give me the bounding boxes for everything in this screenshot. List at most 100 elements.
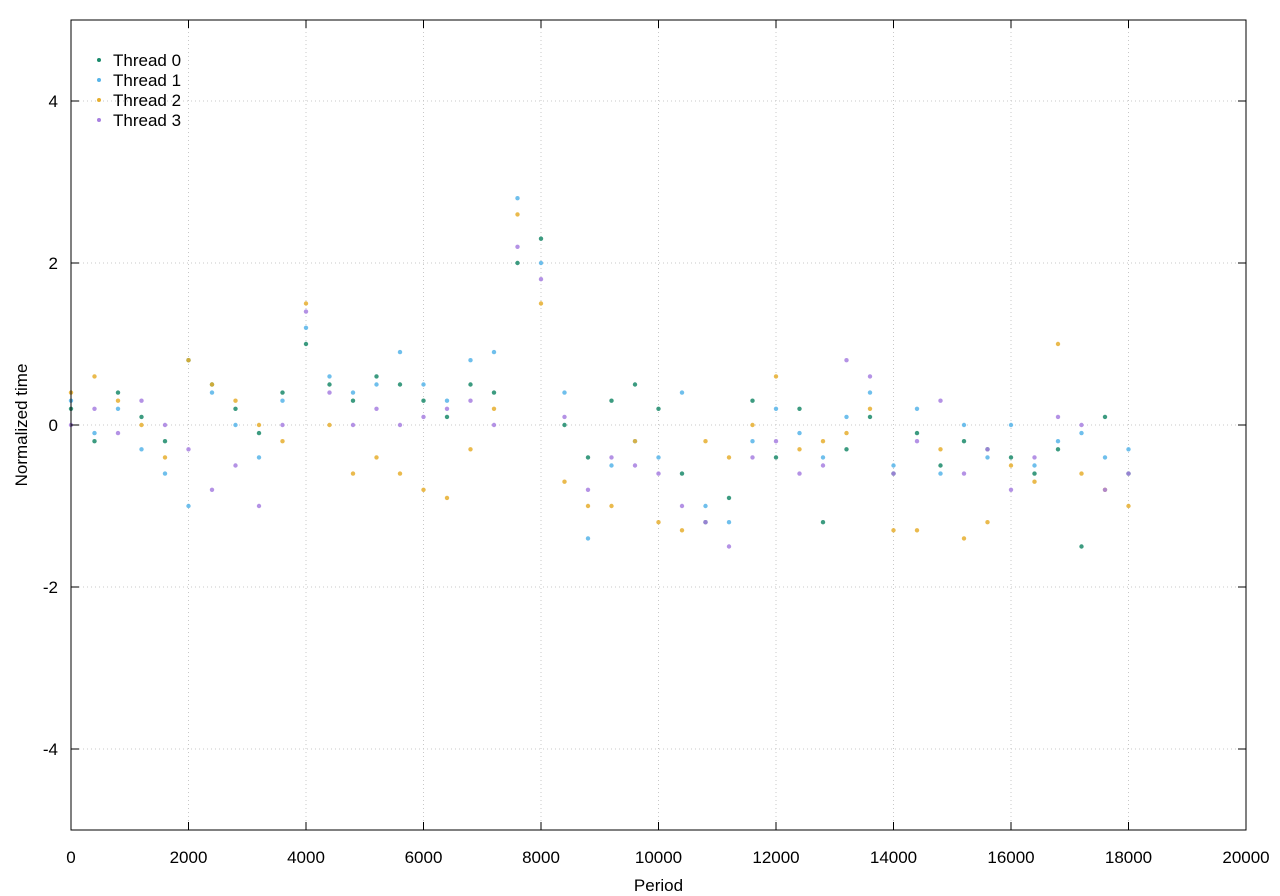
data-point	[1032, 455, 1037, 460]
data-point	[468, 447, 473, 452]
data-point	[139, 422, 144, 428]
data-point	[1008, 422, 1014, 428]
data-point	[92, 430, 97, 436]
data-point	[1032, 463, 1037, 468]
data-point	[961, 439, 967, 444]
data-point	[1102, 414, 1108, 420]
data-point	[421, 487, 426, 492]
data-point	[515, 244, 520, 249]
tick-labels: 0 2000 4000 6000 8000 10000 12000 14000 16000 180…	[43, 92, 1270, 867]
data-point	[256, 503, 262, 509]
data-point	[92, 439, 97, 444]
y-tick-label: 4	[49, 92, 58, 111]
data-point	[515, 212, 520, 217]
data-point	[844, 447, 849, 452]
data-point	[397, 382, 403, 387]
data-point	[515, 196, 520, 201]
data-point	[985, 520, 990, 525]
data-point	[303, 341, 309, 347]
data-point	[914, 406, 920, 411]
data-point	[703, 503, 708, 509]
data-point	[703, 520, 708, 525]
data-point	[609, 463, 614, 468]
data-point	[867, 406, 873, 411]
data-point	[1008, 487, 1014, 492]
legend-marker	[97, 98, 101, 102]
data-point	[444, 414, 450, 420]
data-point	[374, 406, 379, 411]
data-point	[914, 439, 920, 444]
data-point	[1032, 471, 1037, 476]
data-point	[115, 430, 121, 436]
data-point	[92, 374, 97, 379]
data-point	[115, 390, 121, 395]
data-point	[209, 390, 215, 395]
data-point	[1055, 414, 1061, 420]
data-point	[162, 439, 168, 444]
data-point	[961, 422, 967, 428]
data-point	[1079, 422, 1084, 428]
data-points	[68, 196, 1131, 549]
y-tick-label: 0	[49, 416, 58, 435]
data-point	[820, 463, 826, 468]
data-point	[1055, 447, 1061, 452]
data-point	[985, 455, 990, 460]
data-point	[656, 455, 661, 460]
data-point	[491, 422, 497, 428]
data-point	[115, 398, 121, 403]
data-point	[1126, 503, 1131, 509]
data-point	[350, 471, 356, 476]
data-point	[891, 463, 896, 468]
data-point	[656, 406, 661, 411]
data-point	[891, 471, 896, 476]
data-point	[515, 260, 520, 266]
legend-label: Thread 2	[113, 91, 181, 110]
legend-marker	[97, 58, 101, 62]
data-point	[726, 495, 732, 501]
data-point	[397, 471, 403, 476]
data-point	[350, 398, 356, 403]
data-point	[797, 471, 802, 476]
data-point	[1032, 479, 1037, 484]
data-point	[632, 382, 638, 387]
x-tick-label: 16000	[987, 848, 1034, 867]
data-point	[562, 390, 567, 395]
y-axis-label: Normalized time	[12, 364, 31, 487]
data-point	[1079, 430, 1084, 436]
data-point	[632, 439, 638, 444]
data-point	[562, 479, 567, 484]
x-tick-label: 14000	[870, 848, 917, 867]
data-point	[703, 439, 708, 444]
data-point	[844, 358, 849, 363]
data-point	[961, 536, 967, 541]
data-point	[280, 422, 285, 428]
data-point	[914, 528, 920, 533]
data-point	[1126, 471, 1131, 476]
data-point	[656, 471, 661, 476]
data-point	[679, 503, 685, 509]
data-point	[1055, 439, 1061, 444]
data-point	[421, 398, 426, 403]
data-point	[162, 471, 168, 476]
data-point	[632, 463, 638, 468]
data-point	[585, 503, 591, 509]
data-point	[679, 390, 685, 395]
data-point	[256, 455, 262, 460]
data-point	[750, 455, 755, 460]
data-point	[327, 422, 332, 428]
data-point	[139, 447, 144, 452]
data-point	[280, 390, 285, 395]
data-point	[327, 382, 332, 387]
data-point	[444, 406, 450, 411]
data-point	[1055, 341, 1061, 347]
data-point	[867, 414, 873, 420]
data-point	[162, 422, 168, 428]
data-point	[797, 430, 802, 436]
x-tick-label: 2000	[170, 848, 208, 867]
data-point	[867, 390, 873, 395]
data-point	[750, 439, 755, 444]
data-point	[1079, 544, 1084, 549]
data-point	[186, 358, 191, 363]
data-point	[867, 374, 873, 379]
data-point	[938, 471, 943, 476]
